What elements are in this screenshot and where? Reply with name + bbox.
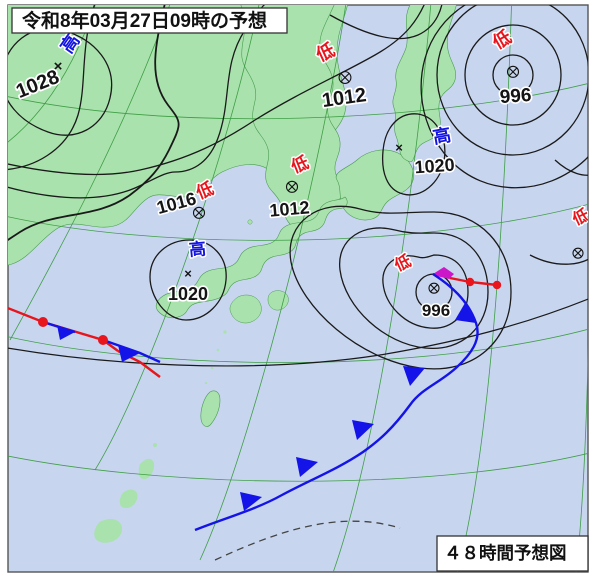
svg-text:1020: 1020 <box>414 155 455 178</box>
svg-text:令和8年03月27日09時の予想: 令和8年03月27日09時の予想 <box>22 9 267 32</box>
svg-text:×: × <box>395 140 403 155</box>
svg-text:996: 996 <box>499 85 532 108</box>
svg-text:高: 高 <box>431 124 452 148</box>
svg-text:×: × <box>184 266 192 281</box>
svg-text:996: 996 <box>422 301 450 320</box>
svg-text:1020: 1020 <box>168 284 208 304</box>
svg-text:1012: 1012 <box>269 197 311 220</box>
svg-text:高: 高 <box>188 238 207 259</box>
svg-text:４８時間予想図: ４８時間予想図 <box>444 543 567 563</box>
